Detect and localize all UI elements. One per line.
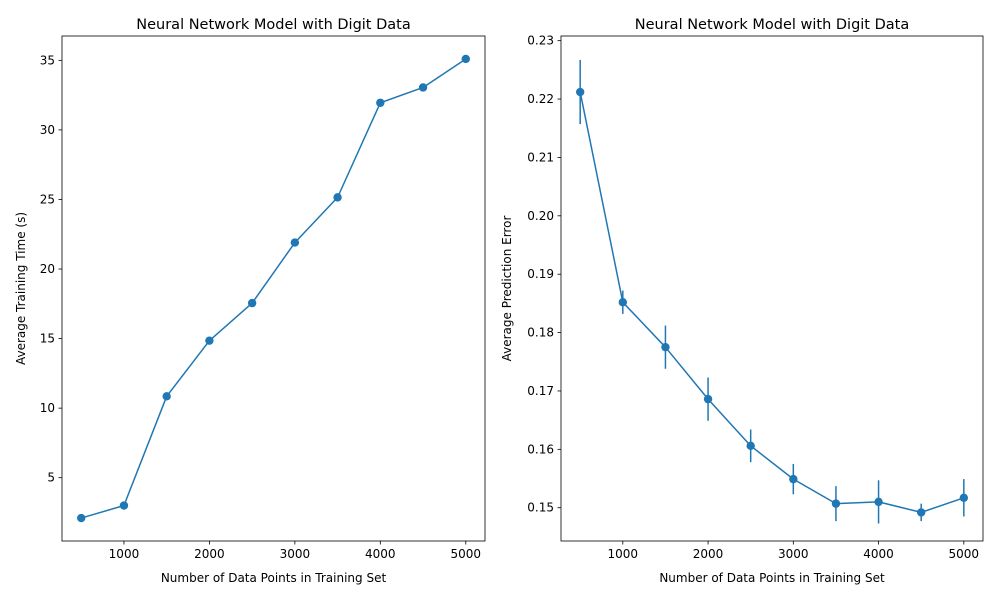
x-tick-label: 4000 (365, 547, 396, 561)
y-tick-label: 0.22 (527, 92, 554, 106)
x-tick-label: 3000 (280, 547, 311, 561)
x-axis-label: Number of Data Points in Training Set (161, 571, 387, 585)
x-tick-label: 1000 (608, 547, 639, 561)
x-tick-label: 5000 (949, 547, 980, 561)
data-point (874, 497, 883, 507)
x-ticks: 1000 2000 3000 4000 5000 (608, 541, 980, 561)
data-point (618, 298, 628, 307)
y-tick-label: 0.16 (527, 442, 554, 456)
y-tick-label: 35 (40, 53, 55, 67)
axes-frame (560, 35, 984, 542)
y-axis-label: Average Training Time (s) (14, 212, 28, 365)
y-tick-label: 15 (40, 332, 55, 346)
y-tick-label: 0.23 (527, 34, 554, 48)
y-tick-label: 0.20 (527, 209, 554, 223)
y-tick-label: 0.18 (527, 326, 554, 340)
data-point (831, 499, 841, 508)
data-point (461, 54, 470, 64)
x-tick-label: 3000 (778, 547, 809, 561)
y-ticks: 5 10 15 20 25 30 35 (40, 53, 62, 485)
data-point (916, 508, 926, 517)
data-point (333, 193, 342, 202)
data-point (205, 336, 214, 345)
y-ticks: 0.15 0.16 0.17 0.18 0.19 0.20 0.21 0.22 0.23 (527, 34, 561, 515)
data-point (661, 342, 670, 352)
data-point (746, 441, 755, 451)
x-tick-label: 2000 (194, 547, 225, 561)
y-tick-label: 20 (40, 262, 55, 276)
plot-layer (575, 59, 969, 524)
data-point (418, 83, 428, 92)
chart-title: Neural Network Model with Digit Data (635, 17, 909, 33)
plot-layer (77, 54, 470, 523)
y-tick-label: 0.17 (527, 384, 554, 398)
training-time-chart: Neural Network Model with Digit Data 100… (14, 17, 486, 585)
x-tick-label: 4000 (863, 547, 894, 561)
data-point (290, 238, 300, 247)
data-point (959, 493, 969, 502)
chart-title: Neural Network Model with Digit Data (136, 17, 410, 33)
y-tick-label: 0.21 (527, 150, 554, 164)
y-tick-label: 25 (40, 192, 55, 206)
axes-frame (61, 35, 486, 542)
x-ticks: 1000 2000 3000 4000 5000 (109, 541, 481, 561)
data-point (376, 98, 385, 107)
y-axis-label: Average Prediction Error (500, 216, 514, 362)
y-tick-label: 5 (47, 471, 55, 485)
prediction-error-chart: Neural Network Model with Digit Data 100… (500, 17, 984, 585)
series-line (81, 58, 467, 519)
data-point (119, 501, 129, 510)
data-point (789, 474, 798, 484)
x-tick-label: 1000 (109, 547, 140, 561)
data-point (575, 87, 585, 97)
data-point (77, 513, 86, 523)
data-point (703, 394, 713, 404)
y-tick-label: 0.15 (527, 501, 554, 515)
x-tick-label: 5000 (450, 547, 481, 561)
x-tick-label: 2000 (693, 547, 724, 561)
y-tick-label: 10 (40, 401, 55, 415)
series-line (579, 91, 965, 514)
x-axis-label: Number of Data Points in Training Set (659, 571, 885, 585)
y-tick-label: 0.19 (527, 267, 554, 281)
data-point (162, 392, 171, 401)
data-point (247, 298, 257, 308)
y-tick-label: 30 (40, 123, 55, 137)
